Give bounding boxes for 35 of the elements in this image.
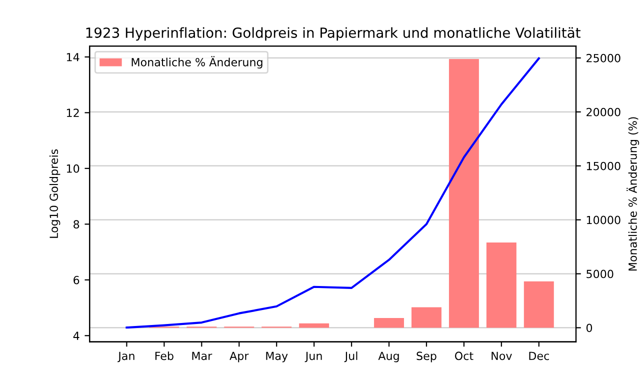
y-tick-label: 12: [66, 108, 79, 117]
y2-tick-label: 20000: [586, 108, 620, 116]
bar: [374, 318, 404, 328]
y-tick-label: 14: [66, 53, 80, 62]
legend-label: Monatliche % Änderung: [132, 56, 262, 69]
y-tick-label: 8: [74, 220, 80, 229]
y2-tick-label: 0: [586, 324, 592, 332]
bar: [524, 281, 554, 328]
y2-tick-label: 25000: [586, 54, 620, 62]
y2-tick-label: 15000: [586, 162, 620, 170]
x-tick-label: Jul: [344, 351, 358, 362]
line-series: [126, 57, 540, 329]
bar: [299, 323, 330, 328]
y-tick-label: 6: [74, 276, 80, 284]
chart-title: 1923 Hyperinflation: Goldpreis in Papiermark und monatliche Volatilität: [86, 27, 580, 41]
y2-tick-label: 5000: [586, 270, 614, 278]
y2-axis-title: Monatliche % Änderung (%): [626, 117, 640, 271]
y2-tick-label: 10000: [586, 216, 620, 224]
bar: [486, 242, 516, 328]
y-axis-title: Log10 Goldpreis: [49, 149, 60, 238]
x-tick-label: Mar: [192, 352, 212, 360]
x-tick-label: Aug: [378, 352, 399, 362]
x-tick-label: Feb: [155, 351, 174, 360]
x-tick-label: Sep: [416, 352, 436, 362]
x-tick-label: Jan: [118, 352, 134, 362]
x-tick-label: Nov: [492, 352, 512, 360]
x-tick-label: Jun: [304, 352, 322, 362]
y-tick-label: 10: [66, 164, 80, 173]
y-tick-label: 4: [73, 332, 80, 340]
x-tick-label: May: [266, 352, 288, 362]
x-tick-label: Dec: [529, 352, 549, 360]
x-tick-label: Oct: [454, 352, 474, 360]
x-tick-label: Apr: [230, 352, 249, 362]
bar: [411, 307, 442, 328]
bar: [448, 59, 479, 328]
